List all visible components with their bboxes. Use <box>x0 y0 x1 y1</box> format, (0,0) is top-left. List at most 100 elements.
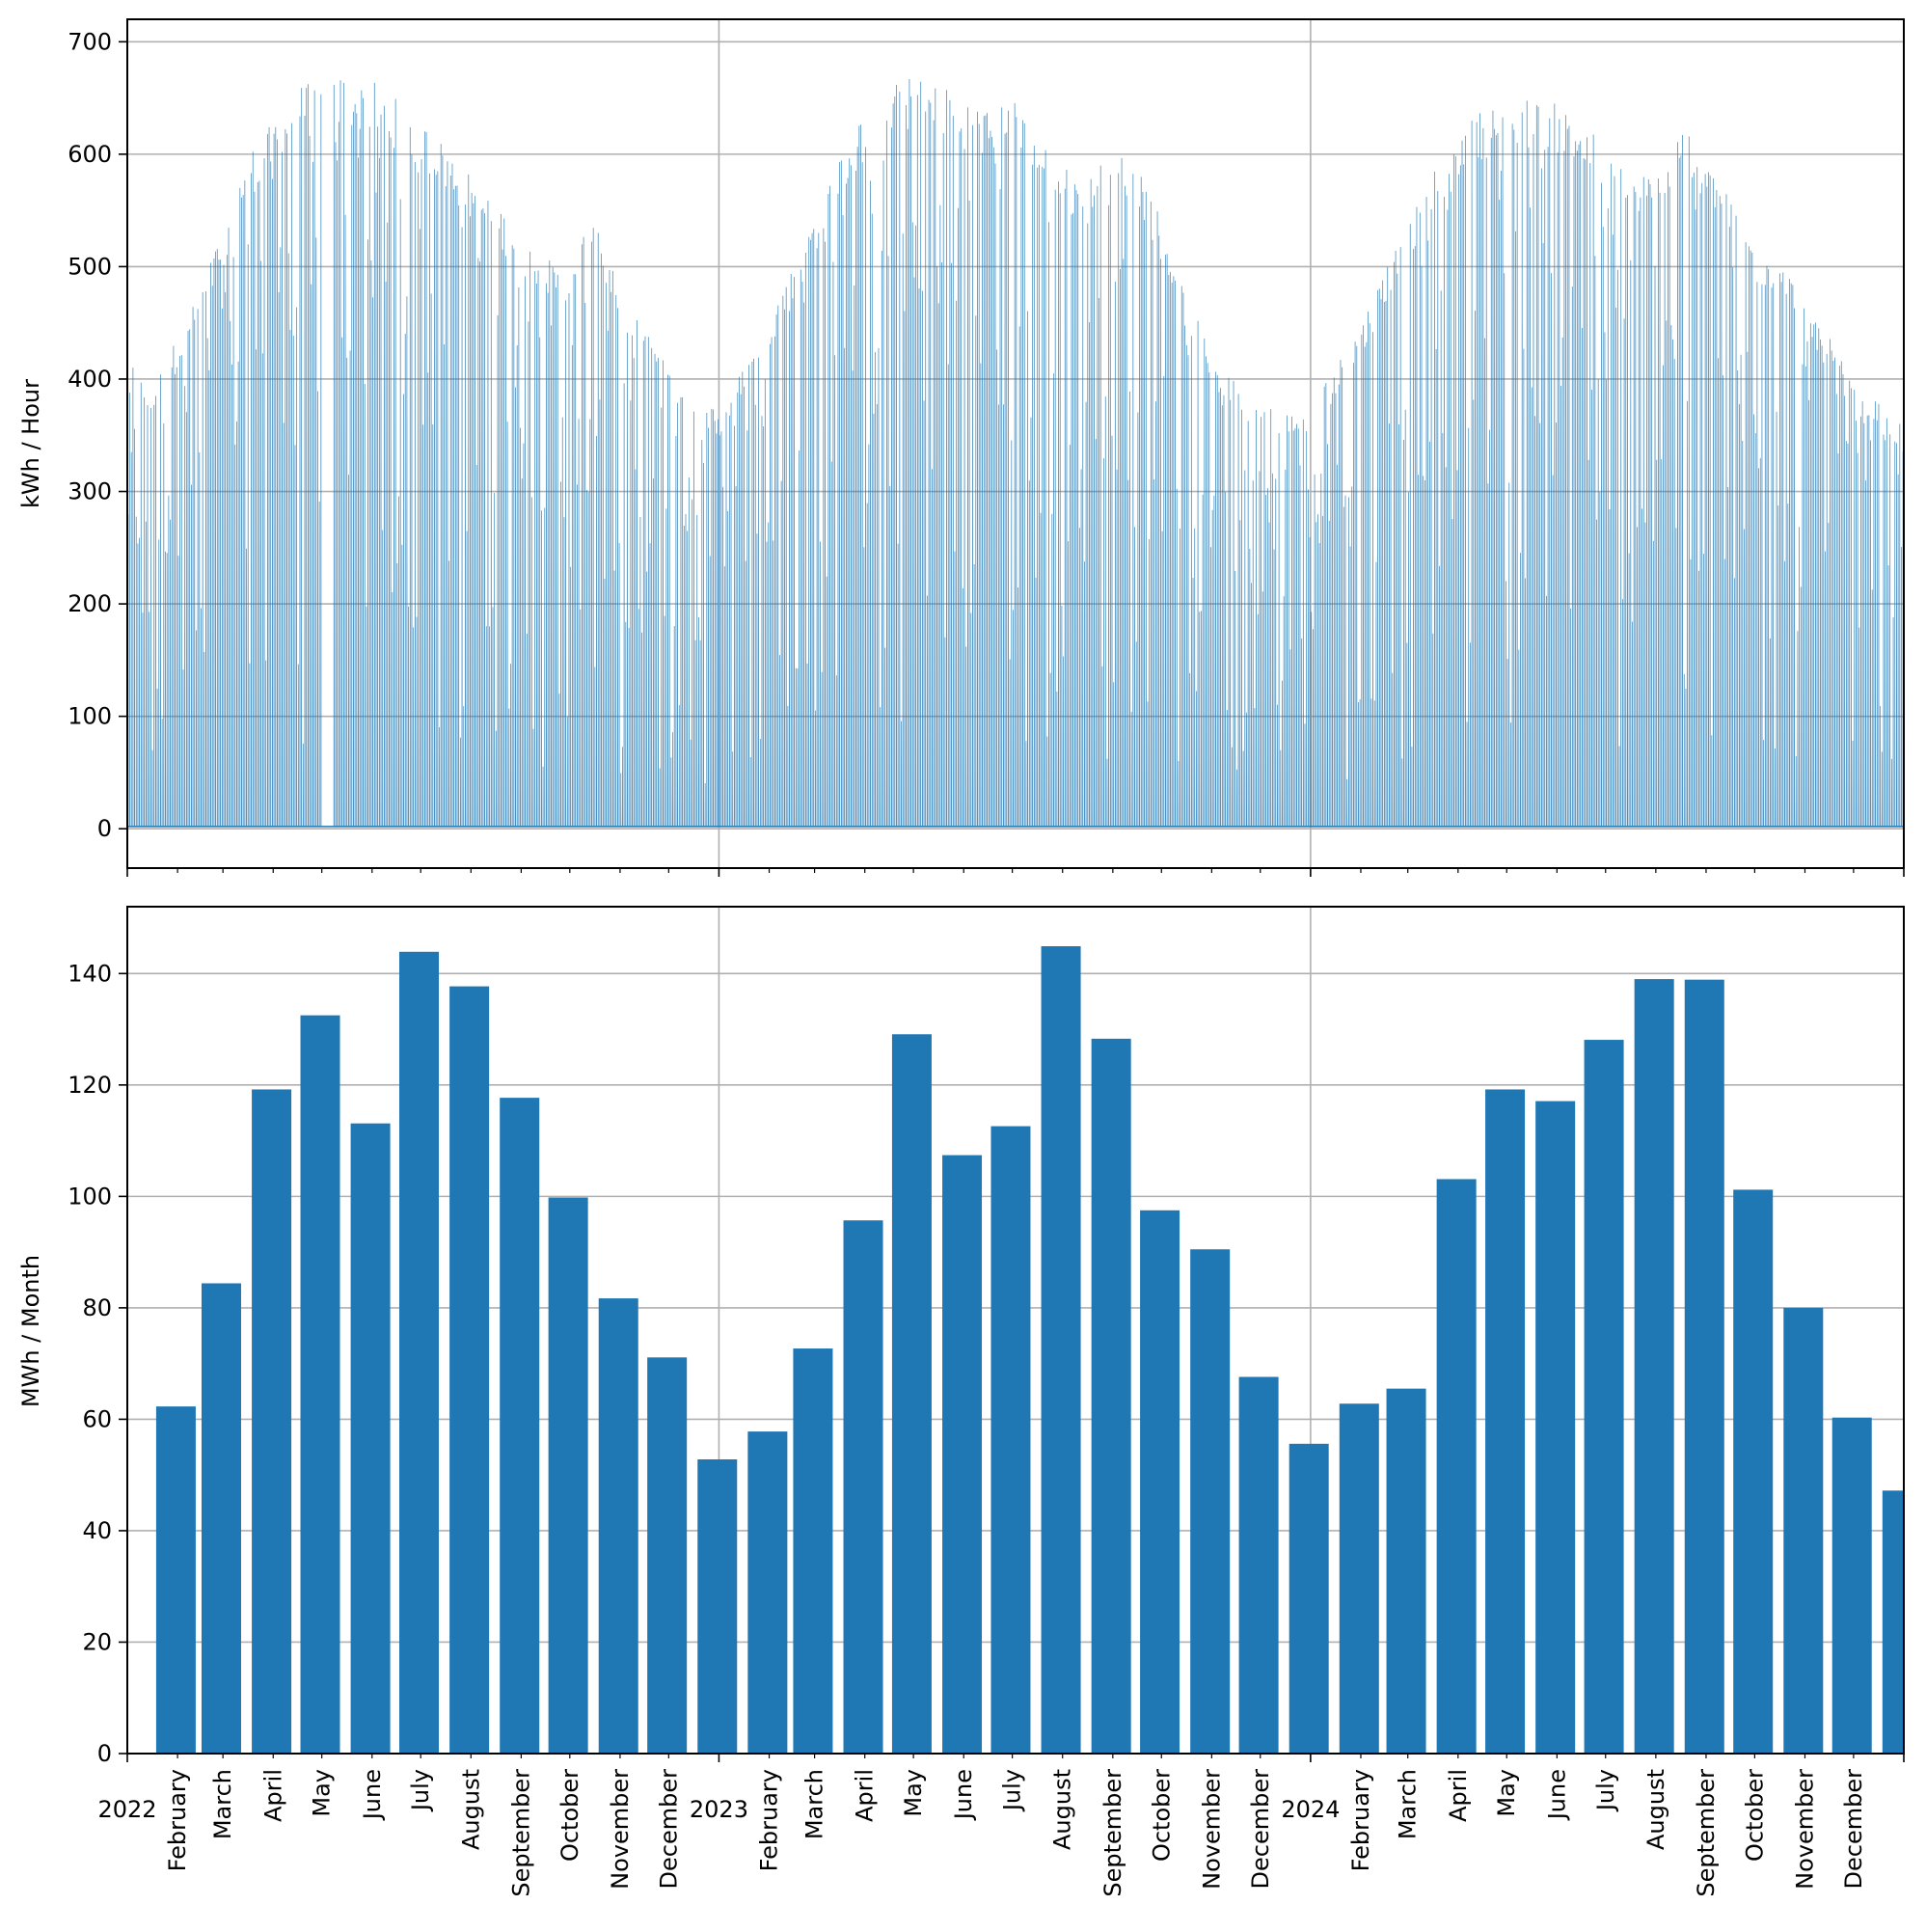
month-tick-label: October <box>1741 1769 1768 1862</box>
monthly-y-tick-label: 40 <box>82 1517 112 1544</box>
year-tick-label: 2023 <box>690 1796 748 1823</box>
month-tick-label: September <box>507 1769 534 1897</box>
monthly-bar <box>1684 979 1724 1754</box>
monthly-bar <box>598 1298 638 1754</box>
monthly-y-tick-label: 100 <box>68 1183 112 1210</box>
monthly-bar <box>1733 1189 1774 1754</box>
month-tick-label: February <box>756 1769 783 1871</box>
month-tick-label: May <box>309 1769 336 1817</box>
year-tick-label: 2022 <box>97 1796 156 1823</box>
month-tick-label: April <box>259 1769 286 1822</box>
month-tick-label: May <box>1493 1769 1520 1817</box>
monthly-bar <box>1289 1443 1329 1754</box>
monthly-bar <box>1831 1417 1872 1754</box>
monthly-y-tick-label: 120 <box>68 1072 112 1099</box>
hourly-y-ticks: 0 100 200 300 400 500 600 700 <box>68 28 127 842</box>
hourly-series <box>127 78 1904 828</box>
monthly-bar <box>449 986 490 1754</box>
monthly-bar <box>1584 1040 1624 1754</box>
month-tick-label: June <box>950 1769 977 1821</box>
month-tick-label: August <box>1642 1769 1669 1850</box>
hourly-y-tick-label: 0 <box>97 815 112 842</box>
hourly-y-tick-label: 300 <box>68 478 112 505</box>
monthly-bar <box>1535 1101 1576 1754</box>
monthly-y-tick-label: 20 <box>82 1628 112 1655</box>
monthly-bar <box>252 1089 292 1754</box>
monthly-y-ticks: 0 20 40 60 80 100 120 140 <box>68 960 127 1767</box>
month-tick-label: December <box>1840 1769 1867 1890</box>
month-tick-label: May <box>900 1769 927 1817</box>
hourly-y-tick-label: 500 <box>68 253 112 280</box>
monthly-bar <box>1140 1210 1180 1754</box>
monthly-bar <box>1386 1388 1426 1754</box>
monthly-y-tick-label: 0 <box>97 1740 112 1767</box>
month-tick-label: February <box>1347 1769 1374 1871</box>
monthly-bar <box>155 1406 196 1754</box>
monthly-bar <box>843 1220 883 1754</box>
month-tick-label: December <box>655 1769 682 1890</box>
monthly-bar <box>697 1459 738 1754</box>
monthly-y-tick-label: 80 <box>82 1294 112 1321</box>
monthly-production-panel: 0 20 40 60 80 100 120 140 2022 February March Apri… <box>17 906 1905 1897</box>
monthly-bar <box>747 1431 788 1754</box>
month-tick-label: August <box>457 1769 484 1850</box>
monthly-bar <box>399 951 440 1754</box>
monthly-bar <box>793 1348 833 1754</box>
monthly-y-tick-label: 140 <box>68 960 112 987</box>
hourly-y-tick-label: 100 <box>68 703 112 730</box>
month-tick-label: June <box>359 1769 386 1821</box>
monthly-bars <box>155 946 1904 1754</box>
monthly-plot-frame <box>126 906 1905 1755</box>
monthly-bar <box>201 1283 241 1754</box>
monthly-bar <box>1190 1249 1231 1754</box>
monthly-bar <box>1436 1179 1477 1754</box>
hourly-production-panel: 0 100 200 300 400 500 600 700 kWh / Hour <box>17 18 1905 877</box>
hourly-y-tick-label: 200 <box>68 590 112 617</box>
month-tick-label: December <box>1247 1769 1274 1890</box>
hourly-y-tick-label: 400 <box>68 366 112 393</box>
month-tick-label: March <box>1395 1769 1422 1839</box>
month-tick-label: July <box>1592 1769 1619 1812</box>
month-tick-label: July <box>999 1769 1026 1812</box>
monthly-bar <box>1783 1307 1824 1754</box>
monthly-bar <box>300 1015 340 1754</box>
hourly-plot-frame <box>126 18 1905 869</box>
monthly-bar <box>891 1034 932 1754</box>
monthly-bar <box>500 1098 540 1754</box>
monthly-bar <box>548 1197 588 1754</box>
month-tick-label: April <box>1445 1769 1472 1822</box>
month-tick-label: February <box>164 1769 191 1871</box>
month-tick-label: April <box>852 1769 879 1822</box>
monthly-bar <box>1041 946 1081 1754</box>
hourly-y-axis-label: kWh / Hour <box>17 379 44 508</box>
month-tick-label: October <box>556 1769 583 1862</box>
month-tick-label: November <box>607 1769 634 1890</box>
monthly-bar <box>1091 1038 1131 1754</box>
month-tick-label: March <box>209 1769 236 1839</box>
month-tick-label: November <box>1198 1769 1225 1890</box>
monthly-bar <box>350 1123 391 1754</box>
monthly-bar <box>1339 1403 1379 1754</box>
monthly-bar <box>942 1155 983 1754</box>
month-tick-label: November <box>1791 1769 1818 1890</box>
monthly-x-ticks: 2022 February March April May June July August S… <box>97 1754 1905 1897</box>
month-tick-label: September <box>1099 1769 1126 1897</box>
month-tick-label: September <box>1693 1769 1720 1897</box>
month-tick-label: August <box>1049 1769 1076 1850</box>
hourly-x-ticks <box>126 868 1905 877</box>
monthly-bar <box>1485 1089 1526 1754</box>
monthly-y-tick-label: 60 <box>82 1405 112 1432</box>
monthly-bar <box>1238 1376 1279 1754</box>
month-tick-label: June <box>1543 1769 1570 1821</box>
month-tick-label: March <box>801 1769 828 1839</box>
year-tick-label: 2024 <box>1281 1796 1340 1823</box>
monthly-bar <box>990 1126 1031 1754</box>
hourly-y-tick-label: 700 <box>68 28 112 55</box>
monthly-bar <box>1882 1490 1904 1754</box>
monthly-y-axis-label: MWh / Month <box>17 1255 44 1407</box>
month-tick-label: October <box>1148 1769 1175 1862</box>
monthly-bar <box>1634 979 1674 1754</box>
hourly-y-tick-label: 600 <box>68 141 112 168</box>
month-tick-label: July <box>407 1769 434 1812</box>
